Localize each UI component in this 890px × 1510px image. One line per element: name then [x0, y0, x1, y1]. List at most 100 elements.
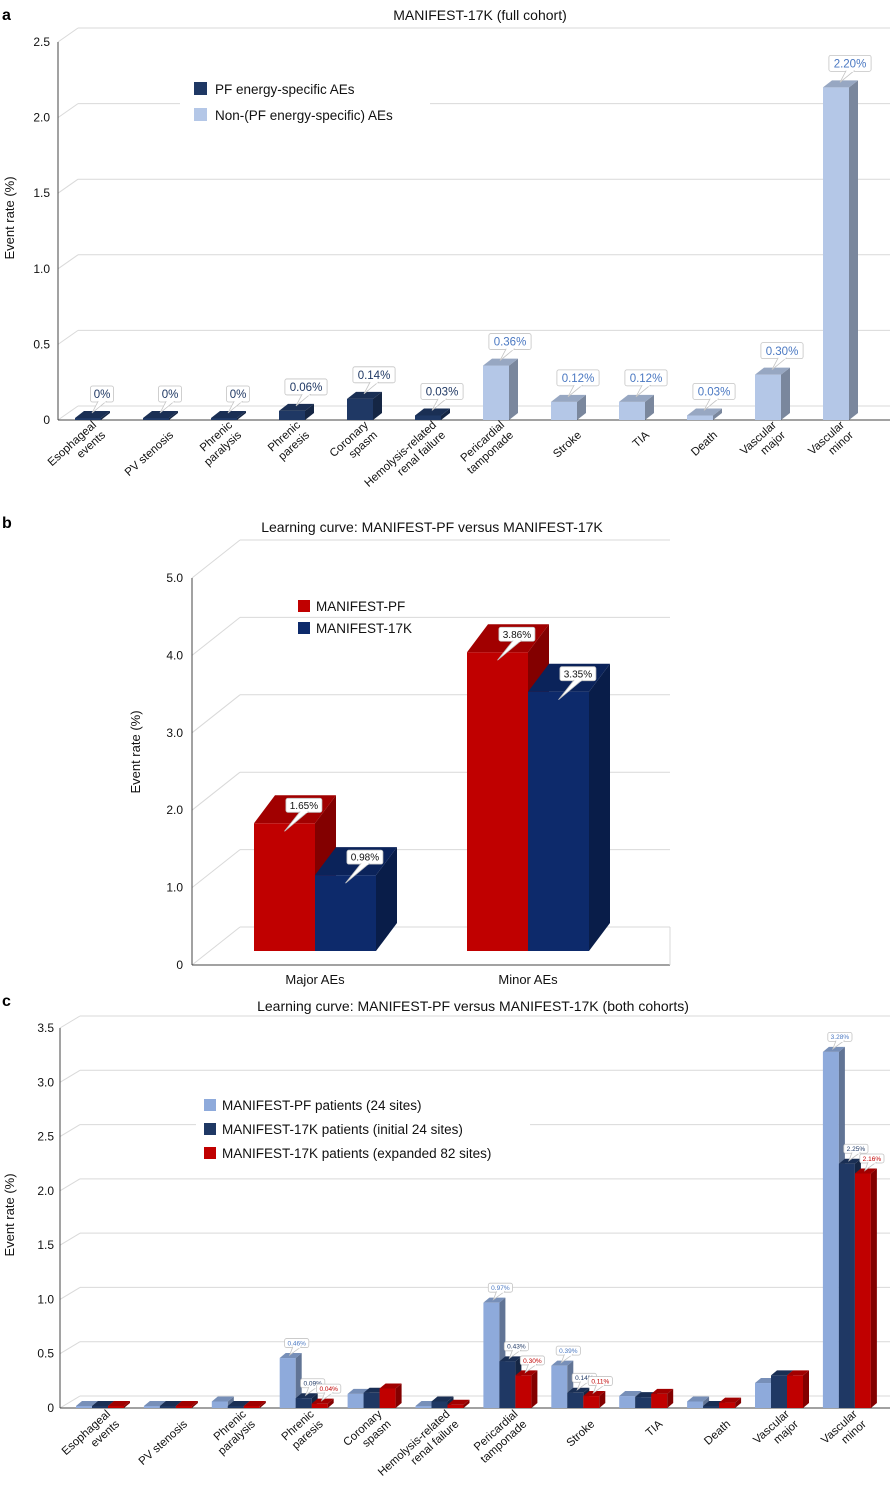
panel-a-legend-label: Non-(PF energy-specific) AEs: [215, 108, 393, 123]
panel-a-data-label-pointer-mask: [574, 384, 582, 387]
panel-a-data-label-text: 0%: [94, 389, 111, 401]
panel-c-legend-swatch: [204, 1099, 216, 1111]
panel-b-gridline-diag: [191, 617, 241, 656]
panel-c-bar-front: [243, 1406, 260, 1408]
panel-c-bar-front: [311, 1403, 328, 1408]
panel-c-data-label-pointer-mask: [868, 1161, 876, 1164]
panel-c-bar-top: [447, 1399, 470, 1405]
panel-b-bar-front: [467, 652, 528, 951]
panel-c-bar-top: [279, 1353, 302, 1359]
panel-c-data-label-text: 0.14%: [575, 1375, 594, 1382]
panel-a-bar-side: [237, 411, 246, 420]
panel-a-data-label: 0.12%: [624, 369, 668, 398]
panel-c-gridline-diag: [59, 1015, 81, 1029]
panel-a-category-label: Vascularmajor: [738, 419, 788, 467]
panel-b-bar-front: [254, 823, 315, 951]
panel-a-bar: [755, 367, 790, 420]
panel-c-category-label: Stroke: [565, 1418, 598, 1449]
panel-a-bar-top: [415, 408, 450, 416]
panel-c-bar-top: [771, 1370, 793, 1376]
panel-c-bar-top: [499, 1356, 522, 1362]
panel-a-data-label-text: 0.03%: [426, 387, 459, 399]
panel-c-bar-top: [719, 1397, 742, 1403]
panel-a-data-label: 0.36%: [488, 333, 532, 361]
panel-c-bar-side: [295, 1353, 302, 1408]
panel-c-data-label: 0.43%: [503, 1341, 529, 1360]
panel-c-category-label: Phrenicparesis: [280, 1408, 326, 1453]
panel-b-data-label-pointer-mask: [574, 679, 582, 682]
panel-a-bar-front: [755, 374, 781, 420]
panel-c-data-label-pointer-mask: [596, 1383, 604, 1387]
panel-c-gridline-diag: [59, 1178, 81, 1192]
panel-c-data-label: 0.97%: [487, 1282, 513, 1301]
panel-c-data-label-text: 2.16%: [863, 1156, 882, 1163]
panel-a-gridline-diag: [57, 254, 79, 270]
panel-c-ytick: 2.5: [37, 1130, 54, 1144]
panel-c-category-label: Pericardialtamponade: [470, 1408, 530, 1465]
panel-c-bar-top: [854, 1168, 877, 1174]
panel-b-bar-side: [376, 847, 397, 951]
panel-c-bar-front: [515, 1375, 532, 1408]
panel-c-title: Learning curve: MANIFEST-PF versus MANIF…: [257, 998, 689, 1014]
panel-a-category-label: Coronaryspasm: [328, 419, 380, 470]
panel-c-bar-front: [431, 1401, 448, 1408]
panel-b-data-label-pointer-mask: [300, 810, 308, 813]
panel-a-data-label-pointer-mask: [302, 393, 310, 396]
panel-c-data-label-text: 2.25%: [847, 1146, 866, 1153]
panel-c-bar: [243, 1401, 266, 1408]
panel-b-gridline-diag: [191, 926, 241, 966]
panel-c-data-label-text: 0.09%: [303, 1381, 322, 1388]
panel-a-category-label: Vascularminor: [806, 419, 856, 467]
panel-c-bar-front: [175, 1406, 192, 1408]
panel-a-data-label: 0%: [90, 385, 114, 414]
panel-a-bar: [279, 403, 314, 420]
panel-b-gridline-diag: [191, 771, 241, 811]
panel-b-ytick: 5.0: [166, 571, 183, 585]
panel-b-data-label-pointer-mask: [361, 862, 369, 865]
panel-c-bar-front: [415, 1406, 432, 1408]
panel-a-bar-front: [823, 87, 849, 421]
panel-a-letter: a: [2, 7, 11, 24]
panel-a-gridline-diag: [57, 405, 79, 421]
panel-a-bar-top: [551, 394, 586, 402]
panel-c-bar-top: [243, 1401, 266, 1406]
panel-c-bar-front: [211, 1401, 228, 1408]
panel-c-bar: [854, 1168, 877, 1408]
panel-c-bar-side: [599, 1391, 606, 1408]
panel-c-letter: c: [2, 993, 11, 1010]
panel-c-bar-front: [447, 1404, 464, 1408]
panel-a-data-label: 0.03%: [692, 383, 736, 411]
panel-a-data-label-text: 0%: [162, 389, 179, 401]
panel-a-data-label: 0.30%: [760, 342, 804, 370]
panel-a-bar-front: [619, 401, 645, 420]
panel-a-data-label-pointer-mask: [710, 397, 718, 401]
panel-a-bar-top: [75, 411, 110, 418]
panel-a-bar-side: [577, 394, 586, 420]
panel-a-bar: [551, 394, 586, 420]
panel-c-bar-front: [143, 1406, 160, 1408]
panel-c-gridline-diag: [59, 1395, 81, 1409]
panel-a-gridline-diag: [57, 178, 79, 194]
panel-a-data-label: 0%: [226, 385, 250, 414]
panel-b-bar-front: [528, 691, 589, 951]
panel-c-category-label: Coronaryspasm: [341, 1408, 393, 1459]
panel-a-data-label: 2.20%: [828, 54, 872, 83]
panel-c-legend-bg: [196, 1094, 530, 1164]
panel-c-bar: [651, 1388, 674, 1408]
panel-c-bar-front: [703, 1406, 720, 1408]
panel-a-bar-side: [101, 411, 110, 420]
panel-c-bar-side: [870, 1168, 877, 1408]
panel-c-bar-side: [803, 1370, 809, 1408]
panel-c-bar-front: [483, 1302, 500, 1408]
panel-a-data-label-pointer-mask: [846, 69, 854, 72]
panel-a-bar-top: [687, 408, 722, 416]
panel-c-bar-front: [838, 1163, 855, 1408]
panel-a-bar: [211, 411, 246, 420]
panel-a-category-label: Phrenicparesis: [266, 419, 312, 464]
panel-c-data-label-text: 0.11%: [591, 1378, 609, 1385]
panel-c-bar-top: [159, 1401, 182, 1406]
panel-c-data-label-pointer-mask: [528, 1363, 536, 1366]
panel-a-ytick: 2.5: [33, 35, 50, 49]
panel-c-bar-front: [92, 1406, 108, 1408]
panel-c-bar-front: [771, 1375, 787, 1408]
